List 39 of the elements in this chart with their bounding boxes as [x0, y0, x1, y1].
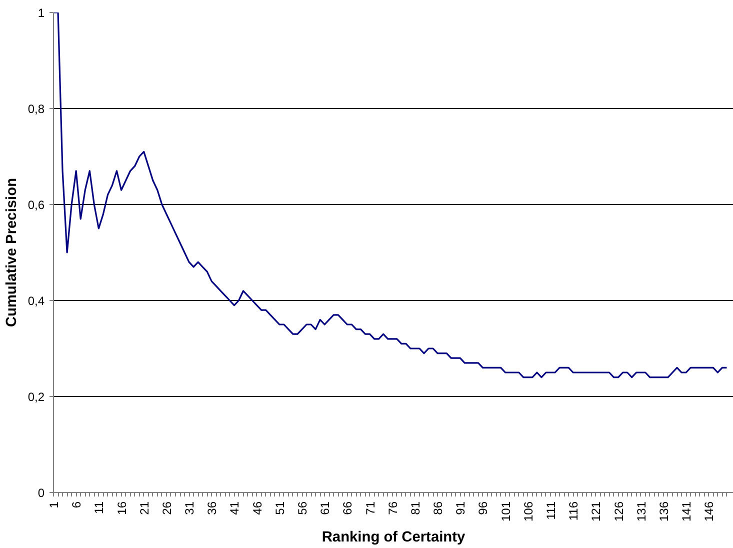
x-tick-label: 116 — [566, 501, 581, 521]
x-tick-label: 41 — [228, 501, 242, 515]
x-tick-label: 56 — [296, 501, 310, 515]
x-tick-label: 51 — [272, 501, 287, 515]
line-series — [54, 12, 728, 378]
x-tick-label: 131 — [634, 501, 648, 522]
x-tick-label: 46 — [250, 501, 264, 515]
x-tick-label: 76 — [386, 501, 400, 515]
x-tick-label: 21 — [137, 501, 152, 515]
y-tick-label: 0,8 — [28, 102, 45, 116]
x-tick-label: 11 — [92, 501, 106, 514]
x-tick-label: 86 — [431, 501, 446, 515]
x-tick-label: 96 — [476, 501, 490, 515]
x-tick-label: 101 — [498, 501, 513, 522]
x-tick-label: 81 — [408, 501, 422, 515]
y-tick-label: 1 — [38, 6, 45, 20]
x-tick-label: 106 — [521, 501, 536, 522]
x-tick-label: 121 — [589, 501, 604, 522]
x-tick-label: 126 — [612, 501, 626, 522]
x-tick-label: 146 — [702, 501, 716, 522]
x-tick-label: 31 — [182, 501, 197, 515]
x-tick-label: 1 — [47, 501, 61, 508]
x-tick-label: 36 — [205, 501, 220, 515]
x-tick-label: 26 — [160, 501, 174, 515]
y-tick-label: 0,4 — [28, 294, 45, 308]
x-axis-title: Ranking of Certainty — [322, 530, 466, 546]
x-tick-label: 111 — [544, 501, 558, 520]
x-tick-label: 66 — [340, 501, 355, 515]
y-tick-label: 0,6 — [28, 198, 45, 212]
x-tick-label: 71 — [363, 501, 378, 515]
y-tick-label: 0 — [38, 486, 45, 500]
y-tick-label: 0,2 — [28, 390, 45, 404]
x-tick-label: 141 — [680, 501, 694, 522]
x-tick-label: 91 — [454, 501, 468, 515]
x-tick-label: 6 — [70, 501, 84, 508]
x-tick-label: 136 — [656, 501, 671, 522]
y-axis-title: Cumulative Precision — [4, 178, 20, 328]
x-tick-label: 16 — [114, 501, 129, 515]
x-tick-label: 61 — [318, 501, 332, 515]
